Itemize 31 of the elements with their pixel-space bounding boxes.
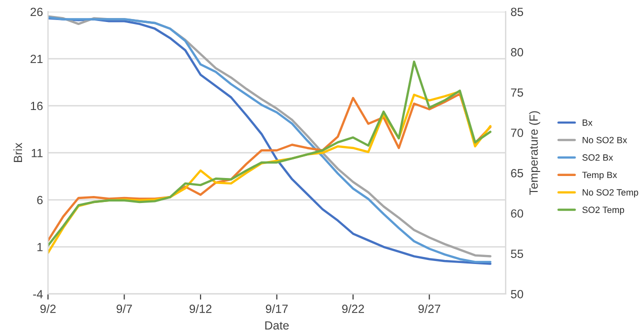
y2-axis-title: Temperature (F) xyxy=(529,111,540,195)
y-tick-label: 21 xyxy=(30,54,43,64)
legend-label: Temp Bx xyxy=(582,172,618,180)
y2-tick-label: 75 xyxy=(511,88,524,97)
y2-tick-label: 55 xyxy=(510,250,524,258)
y2-tick-label: 50 xyxy=(510,290,524,298)
legend-label: No SO2 Temp xyxy=(582,189,638,198)
line-series xyxy=(48,60,492,247)
x-tick-label: 9/2 xyxy=(40,304,56,314)
y-tick-label: 26 xyxy=(30,8,43,16)
legend-label: SO2 Bx xyxy=(582,154,614,161)
legend-label: Bx xyxy=(582,120,592,126)
y-tick-label: 1 xyxy=(37,243,43,252)
legend-label: SO2 Temp xyxy=(582,206,624,215)
y-tick-label: 6 xyxy=(37,196,43,204)
x-axis-title: Date xyxy=(265,321,289,330)
x-tick-label: 9/22 xyxy=(342,304,364,314)
y2-tick-label: 80 xyxy=(510,48,524,56)
y-tick-label: 11 xyxy=(32,148,43,158)
x-tick-label: 9/12 xyxy=(190,304,212,314)
y-axis-title: Brix xyxy=(13,142,22,162)
y2-tick-label: 65 xyxy=(511,169,524,178)
y2-tick-label: 60 xyxy=(511,209,524,218)
y2-tick-label: 85 xyxy=(510,8,524,16)
x-tick-label: 9/17 xyxy=(266,304,288,314)
x-tick-label: 9/7 xyxy=(116,304,132,314)
y-tick-label: -4 xyxy=(33,290,43,298)
legend-label: No SO2 Bx xyxy=(582,136,628,144)
x-tick-label: 9/27 xyxy=(418,304,440,314)
y2-tick-label: 70 xyxy=(511,128,524,138)
y-tick-label: 16 xyxy=(30,102,43,110)
